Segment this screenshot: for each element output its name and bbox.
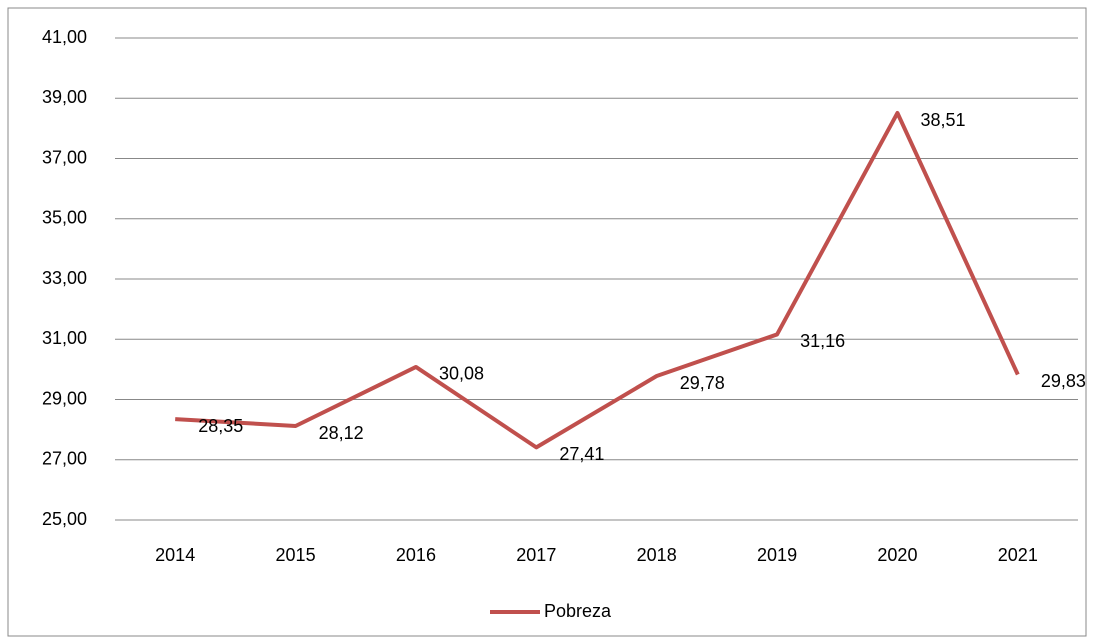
data-label: 29,83 <box>1041 371 1086 391</box>
data-label: 29,78 <box>680 373 725 393</box>
data-label: 38,51 <box>920 110 965 130</box>
data-label: 31,16 <box>800 331 845 351</box>
data-line <box>175 111 1020 450</box>
x-tick-label: 2019 <box>757 545 797 565</box>
y-tick-label: 39,00 <box>42 87 87 107</box>
y-tick-label: 33,00 <box>42 268 87 288</box>
data-label: 27,41 <box>559 444 604 464</box>
x-tick-label: 2018 <box>637 545 677 565</box>
x-tick-label: 2020 <box>877 545 917 565</box>
y-tick-label: 27,00 <box>42 449 87 469</box>
x-tick-label: 2017 <box>516 545 556 565</box>
y-tick-label: 41,00 <box>42 27 87 47</box>
y-tick-label: 35,00 <box>42 208 87 228</box>
y-tick-label: 37,00 <box>42 147 87 167</box>
x-tick-label: 2016 <box>396 545 436 565</box>
x-tick-label: 2021 <box>998 545 1038 565</box>
data-label: 30,08 <box>439 364 484 384</box>
y-tick-label: 29,00 <box>42 388 87 408</box>
legend-label: Pobreza <box>544 601 612 621</box>
y-tick-label: 31,00 <box>42 328 87 348</box>
y-tick-label: 25,00 <box>42 509 87 529</box>
data-label: 28,35 <box>198 416 243 436</box>
x-tick-label: 2015 <box>276 545 316 565</box>
data-label: 28,12 <box>319 423 364 443</box>
x-tick-label: 2014 <box>155 545 195 565</box>
chart-border <box>7 7 1087 637</box>
